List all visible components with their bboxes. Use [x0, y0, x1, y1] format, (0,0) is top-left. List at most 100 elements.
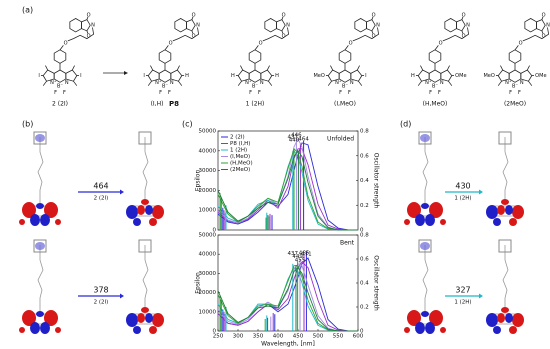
peak-label: 440	[289, 137, 300, 143]
spectrum-line	[217, 261, 358, 332]
y2-tick-label: 0.6	[360, 257, 369, 263]
spectrum-line	[217, 263, 358, 332]
spectrum-line	[217, 266, 358, 332]
y-tick-label: 0	[213, 228, 217, 234]
atom-label: N⁺	[155, 80, 162, 86]
atom-label: F	[509, 90, 512, 96]
substituent: MeO	[483, 73, 494, 79]
transition-energy: 430	[455, 182, 470, 191]
y2-tick-label: 0.4	[360, 281, 369, 287]
legend-label: 1 (2H)	[230, 148, 247, 154]
y-tick-label: 20000	[199, 290, 217, 296]
atom-label: O	[64, 41, 68, 47]
atom-label: N	[376, 23, 380, 29]
atom-label: O	[462, 13, 466, 19]
y2-tick-label: 0.2	[360, 305, 369, 311]
atom-label: O	[87, 13, 91, 19]
atom-label: F	[258, 90, 261, 96]
atom-label: O	[192, 13, 196, 19]
peak-label: 449	[292, 254, 303, 260]
atom-label: O	[462, 33, 466, 39]
orbital	[485, 239, 525, 335]
atom-label: O	[169, 41, 173, 47]
atom-label: B⁻	[57, 84, 63, 90]
atom-label: F	[249, 90, 252, 96]
molecule-name: (I,H)	[151, 101, 164, 108]
substituent: I	[365, 73, 366, 79]
molecule-name: 1 (2H)	[246, 101, 265, 108]
atom-label: N	[440, 80, 444, 86]
atom-label: N	[350, 80, 354, 86]
transition-energy: 378	[93, 286, 108, 295]
y2-axis-label: Oscillator strength	[373, 255, 380, 311]
atom-label: O	[349, 41, 353, 47]
atom-label: B⁻	[252, 84, 258, 90]
molecule-name: 2 (2I)	[52, 101, 68, 108]
panel-label: (c)	[182, 120, 193, 129]
y-axis-label: Epsilon	[195, 170, 202, 192]
transition-name: 2 (2I)	[94, 196, 109, 202]
molecule-name: (I,MeO)	[334, 101, 356, 108]
atom-label: N	[546, 23, 550, 29]
transition-name: 2 (2I)	[94, 300, 109, 306]
legend-label: (I,MeO)	[230, 154, 250, 160]
x-tick-label: 400	[273, 334, 284, 340]
y-tick-label: 30000	[199, 168, 217, 174]
atom-label: N	[520, 80, 524, 86]
y2-tick-label: 0.8	[360, 233, 369, 239]
atom-label: O	[282, 13, 286, 19]
substituent: H	[185, 73, 189, 79]
panel-label: (d)	[400, 120, 411, 129]
atom-label: N⁺	[50, 80, 57, 86]
arrowhead	[479, 293, 483, 299]
peak-label: 465	[299, 250, 310, 256]
chart-title: Unfolded	[327, 136, 354, 143]
arrowhead	[120, 293, 124, 299]
x-tick-label: 350	[253, 334, 264, 340]
substituent: H	[411, 73, 415, 79]
molecule-name: (H,MeO)	[423, 101, 448, 108]
panel-label: (a)	[22, 6, 33, 15]
legend-label: 2 (2I)	[230, 135, 245, 141]
y2-tick-label: 0	[360, 228, 364, 234]
orbital	[403, 239, 447, 335]
atom-label: O	[372, 33, 376, 39]
molecule-tag: P8	[169, 100, 179, 108]
orbital	[485, 131, 525, 227]
y-tick-label: 30000	[199, 271, 217, 277]
atom-label: F	[518, 90, 521, 96]
atom-label: N⁺	[425, 80, 432, 86]
atom-label: O	[519, 41, 523, 47]
legend-label: (H,MeO)	[230, 161, 253, 167]
substituent: H	[231, 73, 235, 79]
atom-label: N	[91, 23, 95, 29]
x-tick-label: 250	[213, 334, 224, 340]
x-axis-label: Wavelength, [nm]	[261, 341, 315, 348]
transition-name: 1 (2H)	[454, 196, 471, 202]
x-tick-label: 600	[353, 334, 364, 340]
atom-label: O	[542, 33, 546, 39]
plot-frame	[217, 234, 359, 332]
orbital	[18, 239, 62, 335]
atom-label: O	[259, 41, 263, 47]
structure	[235, 16, 289, 87]
atom-label: O	[439, 41, 443, 47]
structure	[145, 16, 199, 87]
panel-label: (b)	[22, 120, 33, 129]
atom-label: N	[170, 80, 174, 86]
atom-label: N⁺	[245, 80, 252, 86]
arrowhead	[124, 71, 128, 75]
peak-label: 471	[301, 252, 312, 258]
y2-tick-label: 0	[360, 329, 364, 335]
y2-tick-label: 0.4	[360, 178, 369, 184]
y-tick-label: 20000	[199, 188, 217, 194]
substituent: I	[80, 73, 81, 79]
spectrum-line	[217, 149, 358, 231]
y-tick-label: 10000	[199, 309, 217, 315]
y-tick-label: 40000	[199, 148, 217, 154]
